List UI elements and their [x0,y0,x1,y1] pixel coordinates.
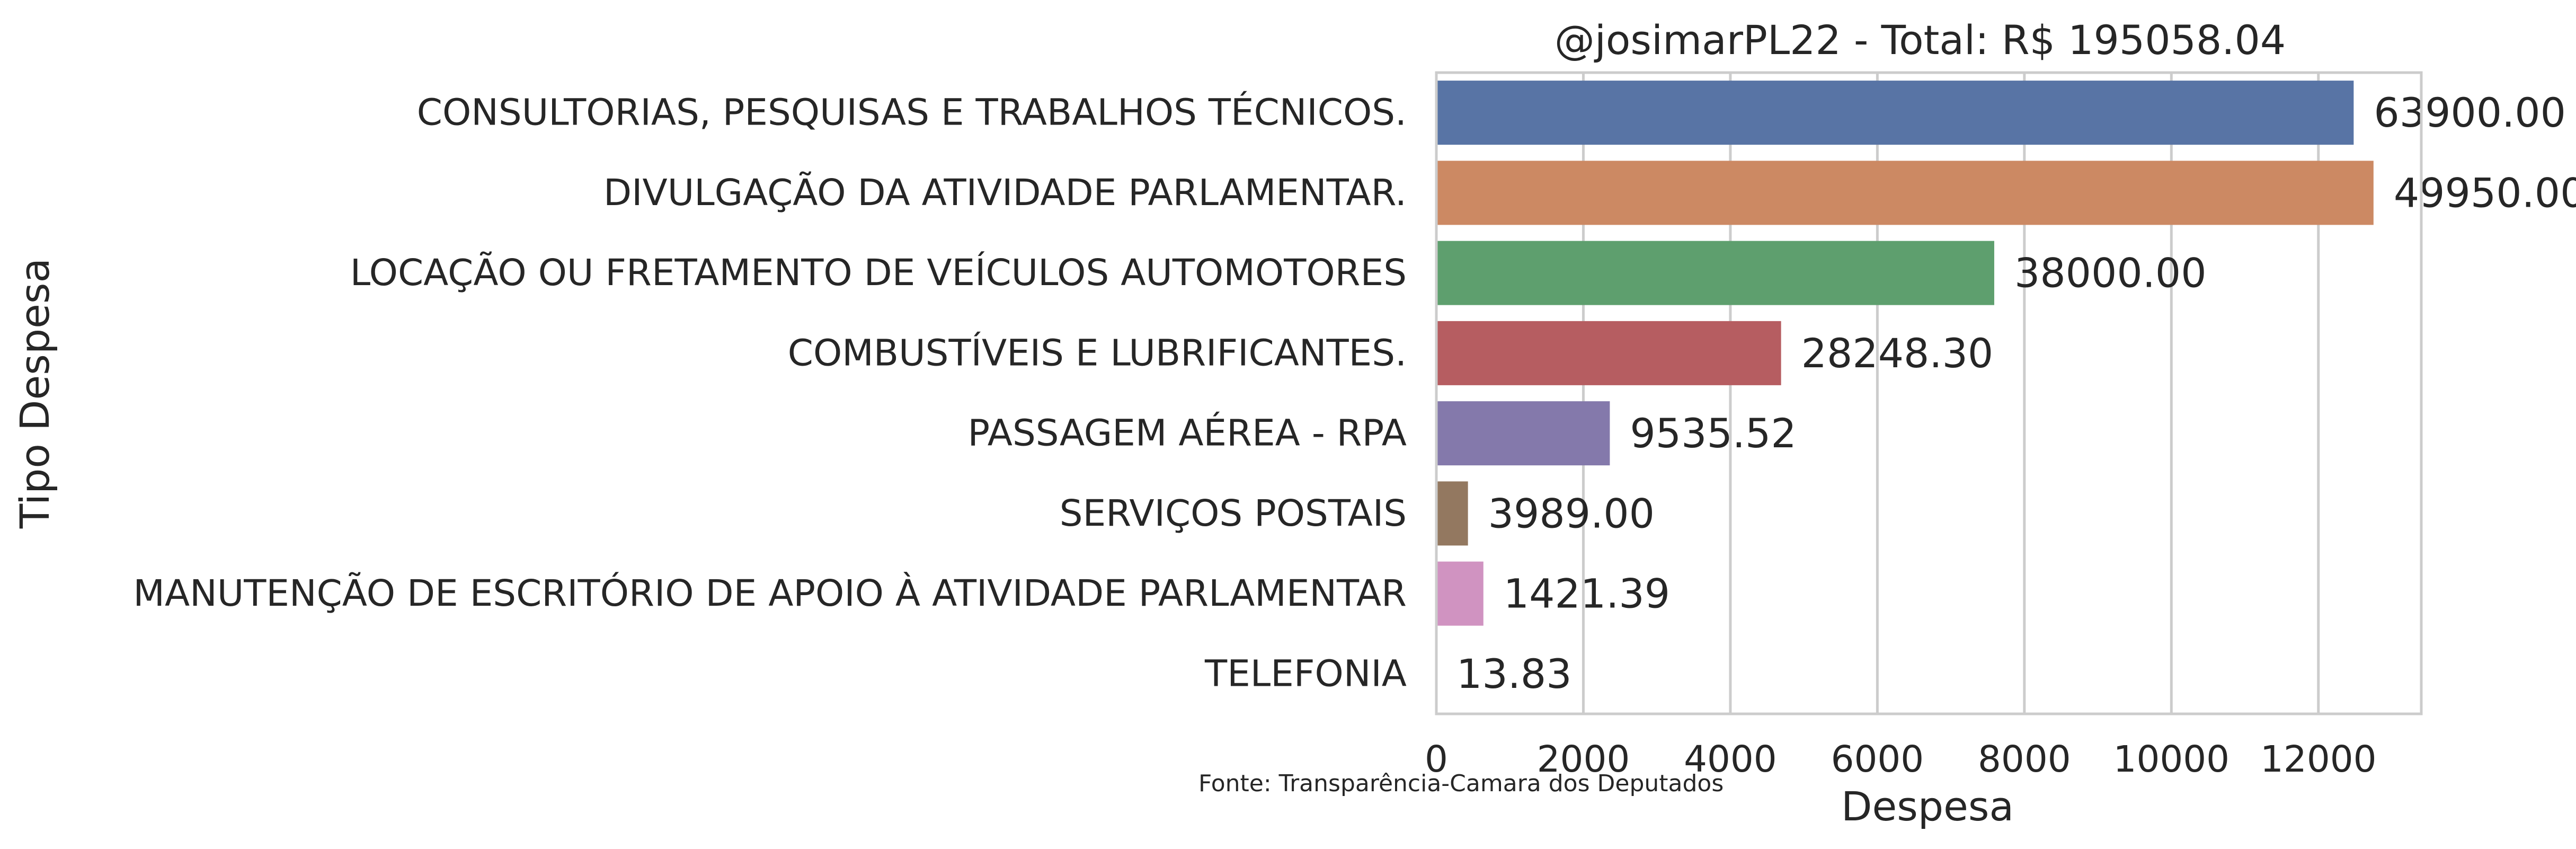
x-tick-label: 2000 [1537,738,1630,781]
bar [1436,561,1484,626]
y-axis-title: Tipo Despesa [11,258,58,529]
x-tick-label: 8000 [1978,738,2071,781]
bar [1436,401,1610,466]
x-tick-label: 10000 [2113,738,2230,781]
chart-title: @josimarPL22 - Total: R$ 195058.04 [1555,16,2286,64]
data-label: 13.83 [1456,650,1572,697]
bar [1436,481,1468,546]
x-tick-labels: 0 2000 4000 6000 8000 10000 12000 [1425,738,2376,781]
bar [1436,161,2374,225]
data-label: 63900.00 [2374,89,2566,136]
bar [1436,241,1994,305]
bars [1436,81,2374,626]
bar [1436,321,1781,385]
category-label: DIVULGAÇÃO DA ATIVIDADE PARLAMENTAR. [603,171,1407,214]
x-tick-label: 6000 [1831,738,1924,781]
bar [1436,81,2354,145]
category-label: CONSULTORIAS, PESQUISAS E TRABALHOS TÉCN… [417,91,1407,134]
data-label: 28248.30 [1801,330,1994,377]
category-labels: CONSULTORIAS, PESQUISAS E TRABALHOS TÉCN… [133,91,1407,695]
x-tick-label: 4000 [1684,738,1777,781]
category-label: MANUTENÇÃO DE ESCRITÓRIO DE APOIO À ATIV… [133,571,1407,615]
data-label: 9535.52 [1630,410,1796,457]
category-label: COMBUSTÍVEIS E LUBRIFICANTES. [788,331,1407,374]
plot-frame [1435,71,2423,715]
x-axis-title: Despesa [1841,783,2014,830]
category-label: SERVIÇOS POSTAIS [1060,492,1407,535]
x-tick-label: 0 [1425,738,1448,781]
category-label: PASSAGEM AÉREA - RPA [968,411,1407,455]
data-label: 1421.39 [1504,570,1670,617]
source-note: Fonte: Transparência-Camara dos Deputado… [1198,770,1724,797]
x-tick-label: 12000 [2260,738,2377,781]
category-label: TELEFONIA [1204,652,1407,695]
category-label: LOCAÇÃO OU FRETAMENTO DE VEÍCULOS AUTOMO… [350,251,1407,294]
data-label: 38000.00 [2014,250,2207,297]
data-label: 49950.00 [2394,169,2576,216]
data-label: 3989.00 [1488,490,1655,537]
